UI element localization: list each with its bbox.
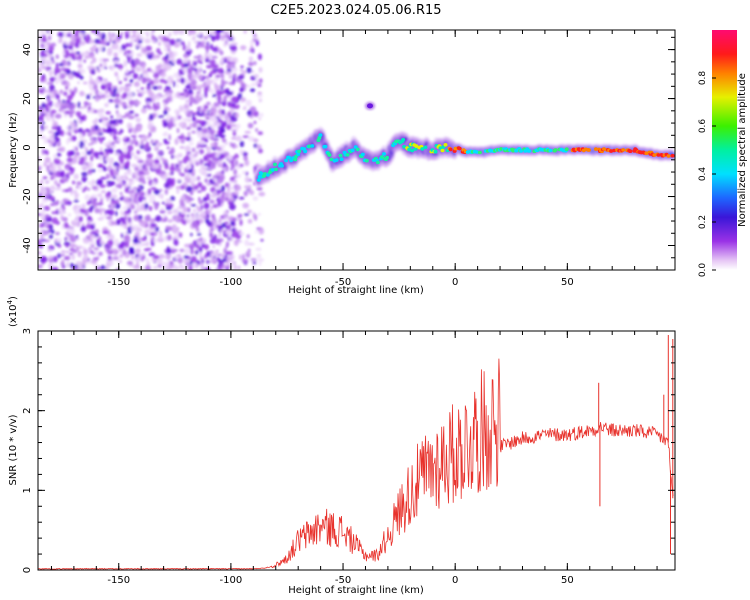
y-tick-label: 40 <box>22 43 33 56</box>
signal-core <box>256 133 675 182</box>
snr-plot-area <box>38 335 674 570</box>
colorbar-ticks: 0.0 0.2 0.4 0.6 0.8 <box>698 71 716 278</box>
snr-x-label: Height of straight line (km) <box>288 585 424 596</box>
isolated-blob-core <box>367 103 373 109</box>
figure-title: C2E5.2023.024.05.06.R15 <box>270 3 441 18</box>
noise-speckles <box>38 30 266 270</box>
x-tick-label: 50 <box>561 277 574 288</box>
spectrogram-x-ticks: -150 -100 -50 0 50 <box>50 30 658 288</box>
x-tick-label: -150 <box>107 277 130 288</box>
snr-y-scale: (x104) <box>6 296 19 327</box>
x-tick-label: -150 <box>107 575 130 586</box>
x-tick-label: -50 <box>335 575 351 586</box>
y-tick-label: 0 <box>22 144 33 150</box>
colorbar: 0.0 0.2 0.4 0.6 0.8 Normalized spectral ampl… <box>698 30 748 277</box>
snr-frame <box>37 330 676 571</box>
x-tick-label: -50 <box>335 277 351 288</box>
y-tick-label: -40 <box>22 237 33 253</box>
x-tick-label: -100 <box>220 277 243 288</box>
snr-y-scale-exponent: 4 <box>6 299 14 304</box>
colorbar-tick-label: 0.8 <box>698 71 708 86</box>
snr-y-ticks: 0 1 2 3 <box>22 328 675 573</box>
spectrogram-y-label: Frequency (Hz) <box>8 112 19 188</box>
colorbar-tick-label: 0.0 <box>698 263 708 278</box>
y-tick-label: 20 <box>22 92 33 105</box>
y-tick-label: -20 <box>22 188 33 204</box>
spectrogram-frame <box>37 29 676 271</box>
colorbar-label: Normalized spectral amplitude <box>737 73 748 227</box>
spectrogram-panel: -150 -100 -50 0 50 -40 -20 0 20 40 Height of str… <box>8 29 676 296</box>
snr-y-scale-close: ) <box>8 296 19 300</box>
x-tick-label: 50 <box>561 575 574 586</box>
colorbar-gradient <box>712 30 737 270</box>
snr-panel: -150 -100 -50 0 50 0 1 2 3 Height of straight l… <box>6 296 676 596</box>
spectrogram-y-ticks: -40 -20 0 20 40 <box>22 36 675 259</box>
x-tick-label: 0 <box>452 575 458 586</box>
colorbar-tick-label: 0.2 <box>698 215 708 229</box>
x-tick-label: 0 <box>452 277 458 288</box>
spectrogram-x-label: Height of straight line (km) <box>288 285 424 296</box>
y-tick-label: 2 <box>22 407 33 413</box>
y-tick-label: 1 <box>22 487 33 493</box>
colorbar-tick-label: 0.4 <box>698 167 708 182</box>
snr-series-line <box>38 358 674 570</box>
colorbar-tick-label: 0.6 <box>698 119 708 134</box>
spectrogram-plot-area <box>38 30 675 270</box>
snr-x-ticks: -150 -100 -50 0 50 <box>50 331 658 586</box>
snr-y-scale-open: (x10 <box>8 304 19 327</box>
x-tick-label: -100 <box>220 575 243 586</box>
signal-halo <box>253 126 675 189</box>
y-tick-label: 0 <box>22 567 33 573</box>
snr-y-label: SNR (10 * v/v) <box>8 414 19 485</box>
y-tick-label: 3 <box>22 328 33 334</box>
